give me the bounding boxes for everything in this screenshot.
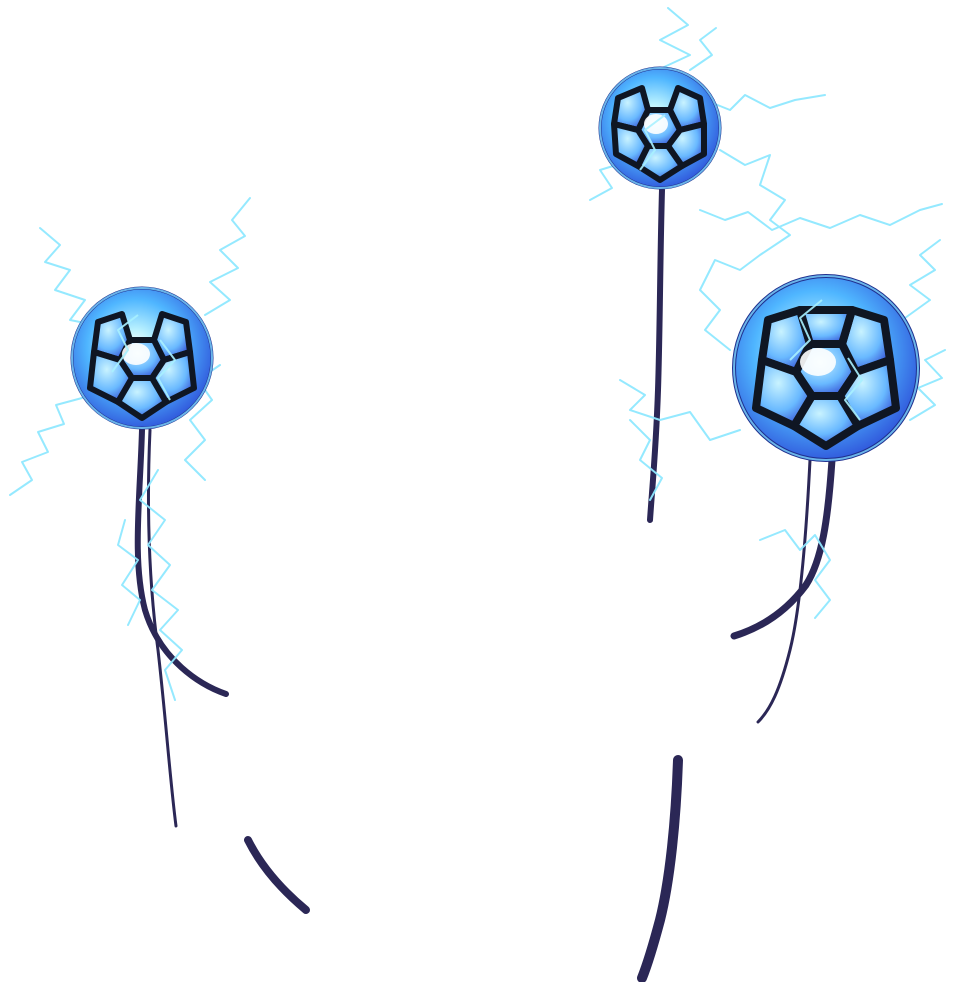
- lightning-mid-2: [699, 203, 943, 231]
- left-stem-main: [134, 427, 229, 697]
- lightning-mid-3: [629, 419, 663, 501]
- lightning-top-1: [659, 7, 691, 69]
- lightning-left-3: [9, 397, 83, 496]
- lightning-right-3: [759, 529, 831, 619]
- energy-orb-right: [732, 274, 920, 462]
- right-stem-thin: [756, 458, 812, 724]
- lightning-left-2: [204, 197, 251, 316]
- lightning-left-4: [139, 469, 183, 701]
- lightning-top-4: [704, 94, 826, 111]
- lightning-right-2: [909, 349, 946, 421]
- top-stem: [647, 187, 665, 523]
- lightning-mid-4: [619, 379, 741, 441]
- lightning-mid-1: [699, 149, 791, 351]
- lower-right-stroke: [637, 755, 683, 982]
- lightning-top-2: [689, 27, 717, 71]
- energy-orb-top: [598, 66, 722, 190]
- lightning-right-1: [904, 239, 941, 319]
- orb-lightning-overlays: [111, 114, 863, 421]
- energy-orb-left: [70, 286, 214, 430]
- lightning-left-6: [117, 519, 141, 626]
- lower-left-stroke: [244, 836, 310, 914]
- lightning-left-1: [39, 227, 96, 326]
- stems: [134, 187, 836, 982]
- lightning-group: [9, 7, 946, 701]
- right-stem-main: [730, 456, 836, 640]
